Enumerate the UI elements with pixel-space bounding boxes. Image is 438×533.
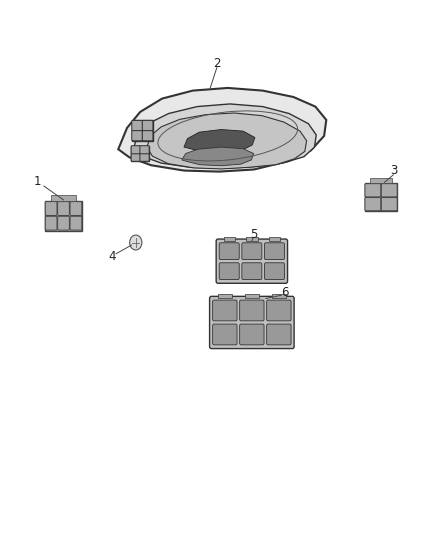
FancyBboxPatch shape [240,300,264,321]
Polygon shape [134,104,316,168]
FancyBboxPatch shape [267,324,291,345]
FancyBboxPatch shape [242,243,262,260]
FancyBboxPatch shape [58,216,69,230]
FancyBboxPatch shape [140,146,149,154]
Text: 1: 1 [33,175,41,188]
FancyBboxPatch shape [219,243,239,260]
FancyBboxPatch shape [70,201,82,215]
FancyBboxPatch shape [58,201,69,215]
Text: 2: 2 [213,58,221,70]
FancyBboxPatch shape [267,300,291,321]
FancyBboxPatch shape [45,216,57,230]
FancyBboxPatch shape [70,216,82,230]
FancyBboxPatch shape [364,183,398,211]
Polygon shape [182,147,254,166]
Text: 5: 5 [251,228,258,241]
FancyBboxPatch shape [45,201,82,230]
Bar [370,178,392,183]
Bar [269,237,280,241]
FancyBboxPatch shape [381,198,397,211]
FancyBboxPatch shape [365,198,381,211]
FancyBboxPatch shape [131,146,141,154]
Polygon shape [184,130,255,152]
FancyBboxPatch shape [209,296,294,349]
Bar [218,294,232,298]
Bar [223,237,235,241]
Polygon shape [118,88,326,172]
FancyBboxPatch shape [132,120,153,141]
FancyBboxPatch shape [240,324,264,345]
Text: 6: 6 [281,286,289,298]
FancyBboxPatch shape [365,184,381,197]
FancyBboxPatch shape [131,153,141,161]
FancyBboxPatch shape [219,263,239,279]
FancyBboxPatch shape [132,120,142,131]
FancyBboxPatch shape [216,239,287,284]
FancyBboxPatch shape [381,184,397,197]
Text: 4: 4 [108,251,116,263]
Bar [272,294,286,298]
Polygon shape [147,113,307,169]
FancyBboxPatch shape [142,120,153,131]
FancyBboxPatch shape [265,263,285,279]
FancyBboxPatch shape [212,300,237,321]
Bar [51,195,75,201]
Bar [245,294,258,298]
FancyBboxPatch shape [131,146,149,161]
FancyBboxPatch shape [142,131,153,141]
Text: 3: 3 [391,164,398,177]
Bar [246,237,258,241]
FancyBboxPatch shape [132,131,142,141]
FancyBboxPatch shape [140,153,149,161]
FancyBboxPatch shape [265,243,285,260]
FancyBboxPatch shape [242,263,262,279]
FancyBboxPatch shape [212,324,237,345]
FancyBboxPatch shape [45,201,57,215]
Circle shape [130,235,142,250]
